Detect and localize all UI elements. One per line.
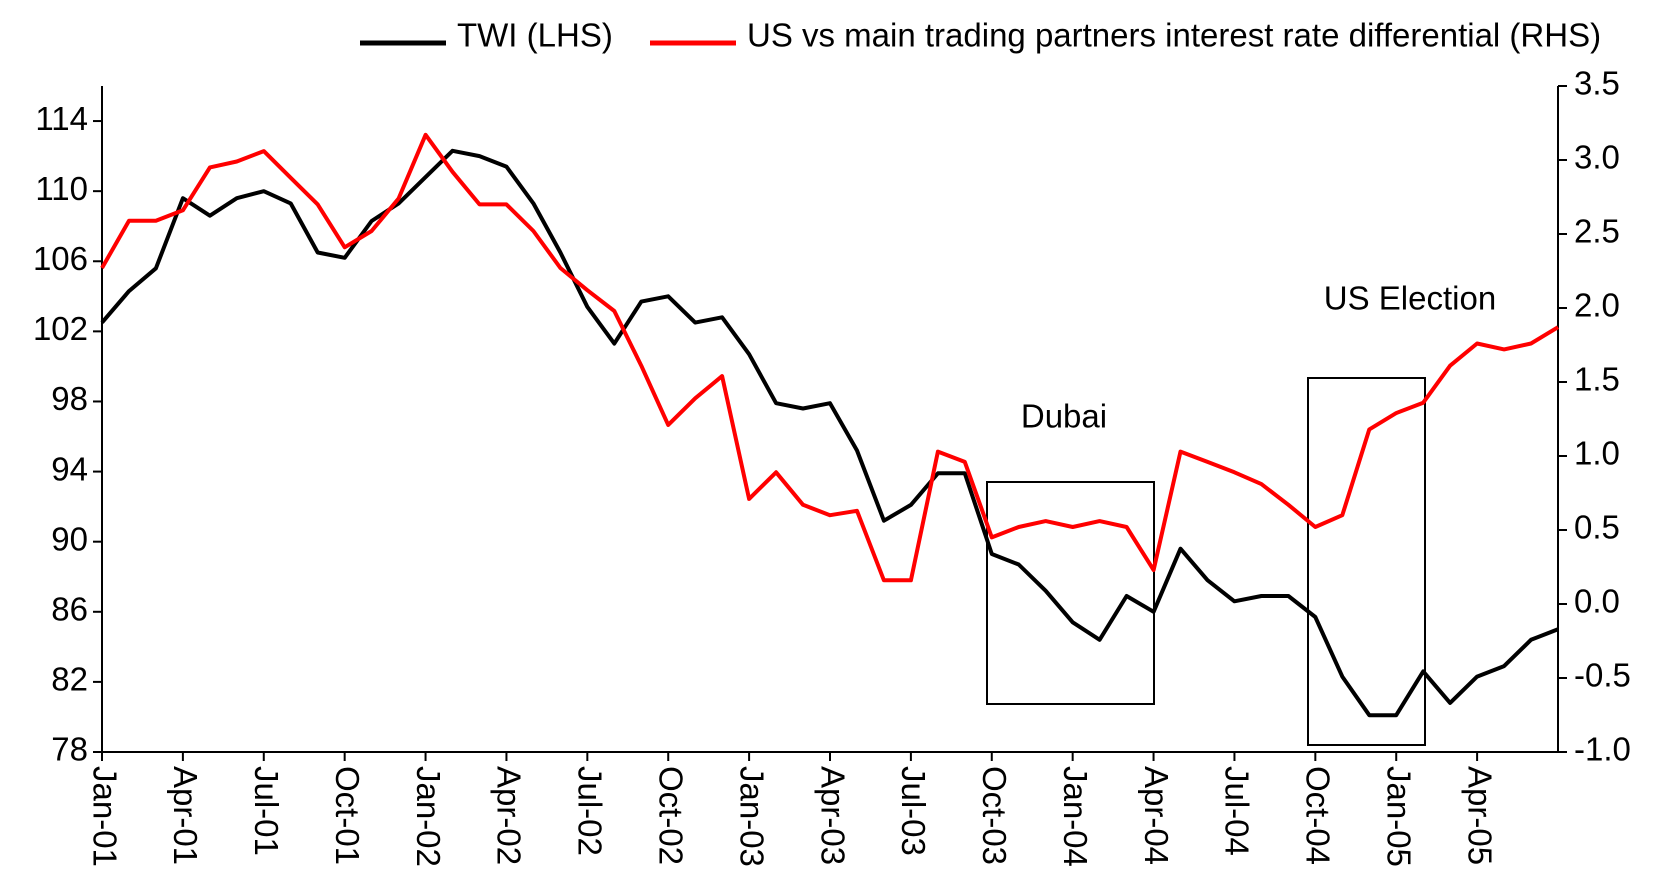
x-tick-label: Apr-03 bbox=[814, 766, 851, 865]
y-tick-label: 94 bbox=[51, 450, 88, 487]
x-tick-label: Jan-04 bbox=[1057, 766, 1094, 867]
y2-tick-label: 1.0 bbox=[1574, 435, 1620, 472]
legend-label: US vs main trading partners interest rat… bbox=[747, 17, 1601, 54]
y2-tick-label: 2.0 bbox=[1574, 287, 1620, 324]
x-tick-label: Jul-03 bbox=[895, 766, 932, 856]
y-tick-label: 86 bbox=[51, 591, 88, 628]
y2-tick-label: 3.5 bbox=[1574, 65, 1620, 102]
y2-tick-label: -0.5 bbox=[1574, 657, 1631, 694]
y-tick-label: 102 bbox=[33, 310, 88, 347]
y2-tick-label: 3.0 bbox=[1574, 139, 1620, 176]
annotation-box bbox=[986, 481, 1155, 705]
x-tick-label: Jan-03 bbox=[733, 766, 770, 867]
y2-tick-label: 0.0 bbox=[1574, 583, 1620, 620]
x-tick-label: Apr-02 bbox=[491, 766, 528, 865]
x-tick-label: Apr-05 bbox=[1461, 766, 1498, 865]
y2-tick-label: -1.0 bbox=[1574, 731, 1631, 768]
y-tick-label: 90 bbox=[51, 520, 88, 557]
y-tick-label: 114 bbox=[35, 100, 88, 137]
x-tick-label: Oct-02 bbox=[653, 766, 690, 865]
y2-tick-label: 0.5 bbox=[1574, 509, 1620, 546]
x-tick-label: Jul-02 bbox=[572, 766, 609, 856]
y2-tick-label: 2.5 bbox=[1574, 213, 1620, 250]
y-tick-label: 82 bbox=[51, 661, 88, 698]
legend-label: TWI (LHS) bbox=[457, 17, 613, 54]
x-tick-label: Apr-04 bbox=[1138, 766, 1175, 865]
x-tick-label: Jan-01 bbox=[86, 766, 123, 867]
series-line bbox=[100, 148, 1559, 718]
series-line bbox=[100, 132, 1560, 583]
y-tick-label: 98 bbox=[51, 380, 88, 417]
y-tick-label: 78 bbox=[51, 731, 88, 768]
x-tick-label: Apr-01 bbox=[167, 766, 204, 865]
annotation: Dubai bbox=[1021, 398, 1107, 435]
x-tick-label: Jan-02 bbox=[410, 766, 447, 867]
x-tick-label: Oct-03 bbox=[976, 766, 1013, 865]
y-tick-label: 110 bbox=[35, 170, 88, 207]
annotation: US Election bbox=[1324, 280, 1496, 317]
x-tick-label: Oct-01 bbox=[329, 766, 366, 865]
x-tick-label: Jan-05 bbox=[1381, 766, 1418, 867]
x-tick-label: Jul-01 bbox=[248, 766, 285, 856]
y-tick-label: 106 bbox=[33, 240, 88, 277]
annotation-box bbox=[1307, 377, 1426, 746]
y2-tick-label: 1.5 bbox=[1574, 361, 1620, 398]
x-tick-label: Oct-04 bbox=[1300, 766, 1337, 865]
x-tick-label: Jul-04 bbox=[1219, 766, 1256, 856]
